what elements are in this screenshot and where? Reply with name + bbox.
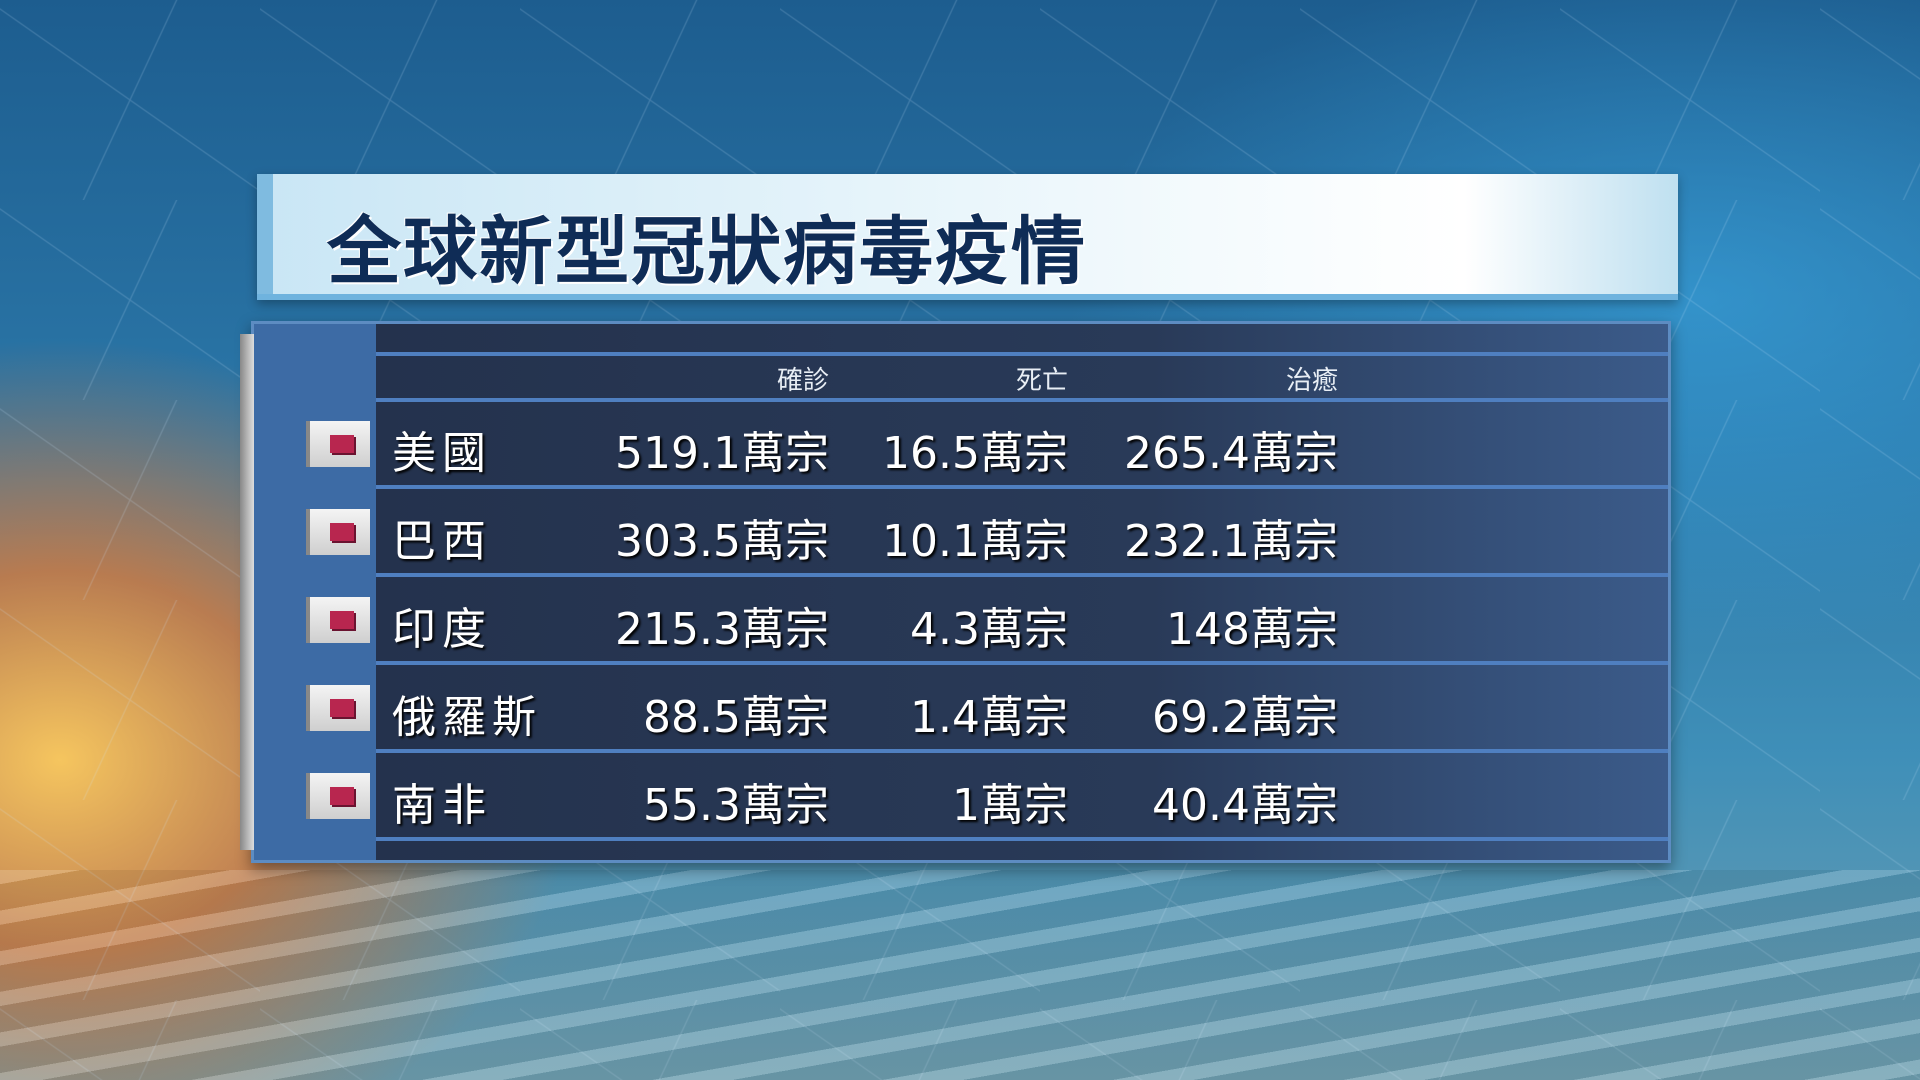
- recovered-value: 40.4萬宗: [1152, 780, 1338, 831]
- confirmed-value: 215.3萬宗: [615, 604, 829, 655]
- page-title: 全球新型冠狀病毒疫情: [327, 209, 1087, 295]
- table-body: 確診 死亡 治癒 美國 519.1萬宗 16.5萬宗 265.4萬宗 巴西 30…: [306, 324, 1668, 860]
- panel-edge: [240, 334, 254, 850]
- flag-icon: [306, 509, 370, 555]
- background-floor: [0, 870, 1920, 1080]
- flag-icon: [306, 685, 370, 731]
- confirmed-value: 88.5萬宗: [643, 692, 829, 743]
- confirmed-value: 519.1萬宗: [615, 428, 829, 479]
- country-name: 巴西: [392, 516, 492, 567]
- flag-marker: [330, 435, 354, 453]
- table-row: 印度 215.3萬宗 4.3萬宗 148萬宗: [306, 577, 1668, 665]
- stats-table: 確診 死亡 治癒 美國 519.1萬宗 16.5萬宗 265.4萬宗 巴西 30…: [240, 321, 1671, 863]
- country-name: 印度: [392, 604, 492, 655]
- flag-marker: [330, 611, 354, 629]
- recovered-value: 69.2萬宗: [1152, 692, 1338, 743]
- flag-marker: [330, 787, 354, 805]
- recovered-value: 148萬宗: [1166, 604, 1338, 655]
- confirmed-value: 55.3萬宗: [643, 780, 829, 831]
- table-header: 確診 死亡 治癒: [376, 352, 1668, 402]
- deaths-value: 10.1萬宗: [882, 516, 1068, 567]
- title-banner: 全球新型冠狀病毒疫情: [257, 174, 1678, 300]
- recovered-value: 265.4萬宗: [1124, 428, 1338, 479]
- header-confirmed: 確診: [776, 366, 829, 396]
- deaths-value: 1.4萬宗: [910, 692, 1068, 743]
- deaths-value: 16.5萬宗: [882, 428, 1068, 479]
- header-recovered: 治癒: [1285, 366, 1338, 396]
- flag-marker: [330, 523, 354, 541]
- country-name: 南非: [392, 780, 492, 831]
- table-row: 美國 519.1萬宗 16.5萬宗 265.4萬宗: [306, 401, 1668, 489]
- table-row: 南非 55.3萬宗 1萬宗 40.4萬宗: [306, 753, 1668, 841]
- flag-icon: [306, 773, 370, 819]
- country-name: 美國: [392, 428, 492, 479]
- deaths-value: 4.3萬宗: [910, 604, 1068, 655]
- table-row: 俄羅斯 88.5萬宗 1.4萬宗 69.2萬宗: [306, 665, 1668, 753]
- recovered-value: 232.1萬宗: [1124, 516, 1338, 567]
- confirmed-value: 303.5萬宗: [615, 516, 829, 567]
- flag-marker: [330, 699, 354, 717]
- header-deaths: 死亡: [1015, 366, 1068, 396]
- country-name: 俄羅斯: [392, 692, 542, 743]
- deaths-value: 1萬宗: [952, 780, 1068, 831]
- flag-icon: [306, 421, 370, 467]
- table-row: 巴西 303.5萬宗 10.1萬宗 232.1萬宗: [306, 489, 1668, 577]
- flag-icon: [306, 597, 370, 643]
